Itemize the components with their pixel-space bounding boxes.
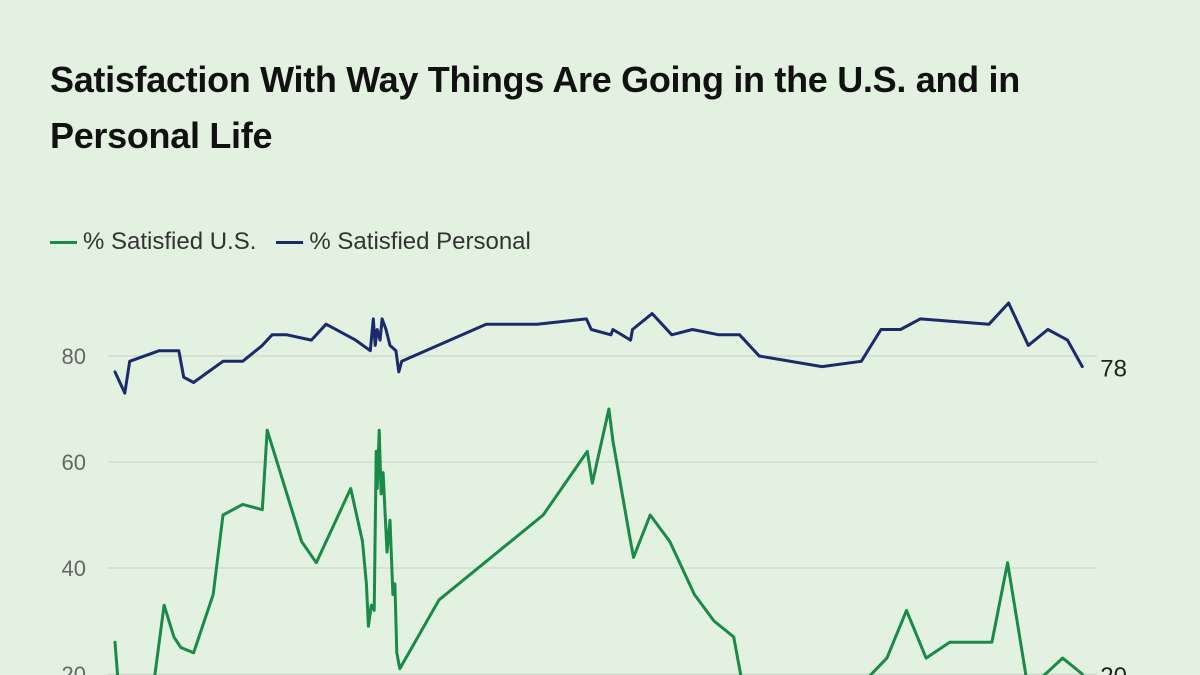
series-line-personal (113, 301, 1084, 395)
legend-swatch-personal (276, 240, 304, 244)
legend-item-us: % Satisfied U.S. (50, 228, 256, 256)
legend-label-us: % Satisfied U.S. (83, 228, 257, 255)
end-label-us: 20 (1100, 663, 1127, 675)
legend-label-personal: % Satisfied Personal (309, 228, 531, 255)
y-tick-label-60: 60 (62, 450, 86, 475)
series-line-us (113, 407, 1084, 675)
chart-title: Satisfaction With Way Things Are Going i… (50, 59, 1020, 156)
y-tick-label-80: 80 (62, 344, 86, 369)
y-tick-label-40: 40 (62, 556, 86, 581)
legend-swatch-us (50, 240, 77, 244)
legend-item-personal: % Satisfied Personal (276, 228, 531, 256)
end-label-personal: 78 (1100, 356, 1127, 383)
y-tick-label-20: 20 (62, 662, 86, 675)
legend: % Satisfied U.S. % Satisfied Personal (50, 228, 551, 256)
